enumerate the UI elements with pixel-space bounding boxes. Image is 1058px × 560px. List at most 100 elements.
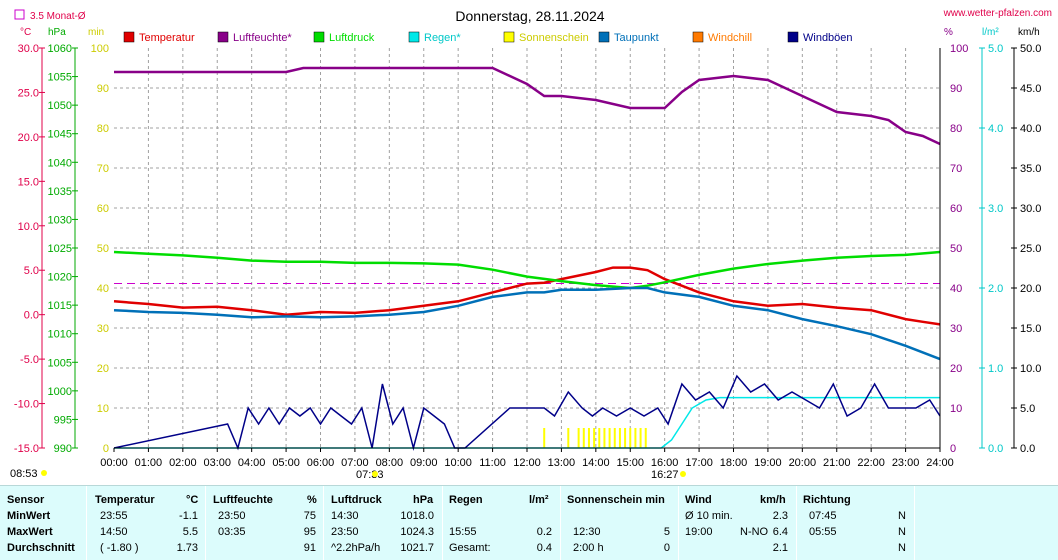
stat-p-val: 1021.7 [400, 542, 434, 554]
axis-label-pct: 90 [950, 83, 962, 95]
axis-label-hpa: 1005 [48, 357, 72, 369]
axis-label-kmh: 30.0 [1020, 203, 1041, 215]
chart-title: Donnerstag, 28.11.2024 [455, 8, 604, 24]
axis-label-temp: 20.0 [18, 132, 39, 144]
stat-p-time: 23:50 [331, 526, 359, 538]
sunshine-bar [644, 428, 647, 448]
series-line-luftfeuchte [114, 66, 941, 146]
series-line-taupunkt [113, 286, 941, 361]
x-tick-label: 22:00 [857, 457, 885, 469]
col-divider [914, 486, 915, 560]
series-line-temperatur [113, 266, 941, 326]
stat-d-time: 07:45 [809, 510, 837, 522]
stat-d-val: N [898, 542, 906, 554]
x-tick-label: 21:00 [823, 457, 851, 469]
axis-label-hpa: 1020 [48, 272, 72, 284]
stat-w-val: 2.1 [772, 542, 788, 554]
sunshine-bar [639, 428, 642, 448]
axis-label-hpa: 1010 [48, 329, 72, 341]
stat-h-time: 23:50 [218, 510, 246, 522]
x-tick-label: 03:00 [203, 457, 231, 469]
axis-label-min: 0 [103, 443, 109, 455]
x-tick-label: 00:00 [100, 457, 128, 469]
axis-label-hpa: 1050 [48, 100, 72, 112]
sunset-label: 16:27 [651, 469, 679, 481]
x-tick-label: 07:00 [341, 457, 369, 469]
unit-lm2: l/m² [982, 27, 999, 38]
x-tick-label: 02:00 [169, 457, 197, 469]
stat-s-time: 2:00 h [573, 542, 604, 554]
hdr-regen: Regen [449, 494, 483, 506]
axis-label-kmh: 50.0 [1020, 43, 1041, 55]
stat-t-time: ( -1.80 ) [100, 542, 139, 554]
x-tick-label: 05:00 [272, 457, 300, 469]
sunshine-bar [577, 428, 580, 448]
x-tick-label: 16:00 [651, 457, 679, 469]
x-tick-label: 23:00 [892, 457, 920, 469]
stat-p-val: 1024.3 [400, 526, 434, 538]
x-tick-label: 15:00 [616, 457, 644, 469]
sunrise-marker [372, 471, 378, 477]
avg-legend-box [14, 9, 25, 20]
unit-min: min [88, 27, 104, 38]
legend-swatch [598, 31, 610, 43]
sunshine-bar [613, 428, 616, 448]
legend-label: Windböen [803, 32, 853, 44]
stat-p-time: 14:30 [331, 510, 359, 522]
stat-h-val: 91 [303, 542, 316, 554]
sunshine-bar [598, 428, 601, 448]
stat-t-val: 5.5 [182, 526, 198, 538]
axis-label-min: 30 [97, 323, 109, 335]
legend-swatch [503, 31, 515, 43]
stat-p-val: 1018.0 [400, 510, 434, 522]
axis-label-hpa: 1055 [48, 72, 72, 84]
axis-label-pct: 0 [950, 443, 956, 455]
sunshine-bar [608, 428, 611, 448]
axis-label-pct: 70 [950, 163, 962, 175]
x-tick-label: 12:00 [513, 457, 541, 469]
unit-temp: °C [20, 27, 31, 38]
x-tick-label: 18:00 [720, 457, 748, 469]
sunshine-bar [587, 428, 590, 448]
stat-d-val: N [898, 526, 906, 538]
axis-label-temp: 5.0 [24, 265, 39, 277]
stat-t-time: 23:55 [100, 510, 128, 522]
axis-label-temp: -15.0 [14, 443, 39, 455]
axis-label-temp: 30.0 [18, 43, 39, 55]
axis-label-temp: -10.0 [14, 399, 39, 411]
legend-swatch [787, 31, 799, 43]
legend-label: Taupunkt [614, 32, 659, 44]
stat-w-val: 2.3 [772, 510, 788, 522]
axis-label-kmh: 40.0 [1020, 123, 1041, 135]
axis-label-kmh: 45.0 [1020, 83, 1041, 95]
axis-label-temp: 10.0 [18, 221, 39, 233]
hdr-luftdruck: Luftdruck [331, 494, 382, 506]
stat-label: MaxWert [7, 526, 53, 538]
legend-label: Windchill [708, 32, 752, 44]
stat-w-time: 19:00 [685, 526, 713, 538]
legend-swatch [123, 31, 135, 43]
axis-label-temp: 0.0 [24, 310, 39, 322]
x-tick-label: 01:00 [135, 457, 163, 469]
x-tick-label: 24:00 [926, 457, 954, 469]
col-divider [442, 486, 443, 560]
stat-label: Durchschnitt [7, 542, 75, 554]
axis-label-temp: 25.0 [18, 87, 39, 99]
sunshine-bar [582, 428, 585, 448]
axis-label-lm2: 4.0 [988, 123, 1003, 135]
col-divider [205, 486, 206, 560]
col-divider [796, 486, 797, 560]
axis-label-hpa: 1060 [48, 43, 72, 55]
stat-t-val: 1.73 [176, 542, 198, 554]
axis-label-kmh: 25.0 [1020, 243, 1041, 255]
axis-label-temp: 15.0 [18, 176, 39, 188]
chart-legend: Temperatur Luftfeuchte* Luftdruck Regen* Son… [123, 31, 853, 44]
stat-t-val: -1.1 [179, 510, 198, 522]
stat-w-time: Ø 10 min. [685, 510, 733, 522]
site-link[interactable]: www.wetter-pfalzen.com [943, 8, 1052, 19]
axis-label-min: 70 [97, 163, 109, 175]
legend-label: Temperatur [139, 32, 195, 44]
stat-r-val: 0.2 [536, 526, 552, 538]
sunrise-label: 07:33 [356, 469, 384, 481]
axis-label-hpa: 1045 [48, 129, 72, 141]
